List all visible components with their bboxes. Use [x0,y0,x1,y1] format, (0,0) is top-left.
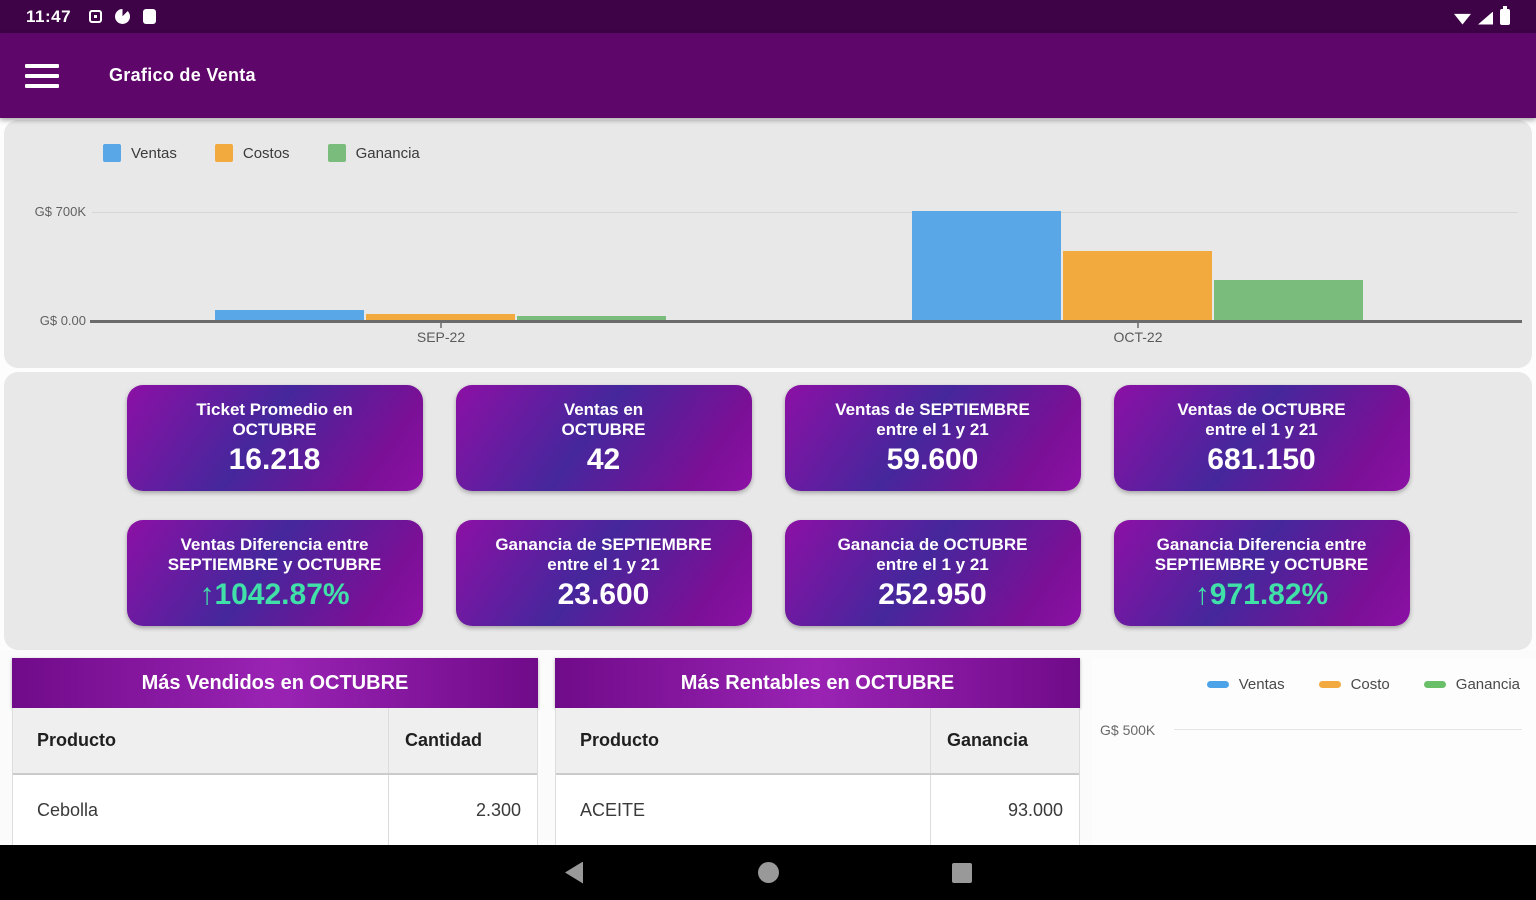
recents-button[interactable] [950,861,974,885]
card-ganancia-diferencia: Ganancia Diferencia entre SEPTIEMBRE y O… [1113,520,1410,626]
table-row: Cebolla 2.300 [13,775,537,845]
bar-costos-oct [1063,251,1212,320]
legend-item-ganancia: Ganancia [327,144,420,162]
table-title: Más Vendidos en OCTUBRE [12,658,538,708]
bar-costos-sep [366,314,515,320]
bar-ganancia-sep [517,316,666,320]
wifi-icon [1454,13,1471,25]
system-status-icons [1454,5,1510,25]
notification-circle-icon [115,9,131,24]
gridline-700k [92,212,1518,213]
kpi-cards-panel: Ticket Promedio en OCTUBRE 16.218 Ventas… [4,372,1532,650]
bar-ganancia-oct [1214,280,1363,320]
column-header-producto: Producto [556,708,931,773]
x-tick-oct [1137,323,1139,328]
up-arrow-icon: ↑ [1194,578,1210,612]
ventas-swatch-icon [103,144,121,162]
home-icon [757,862,779,883]
kpi-row-1: Ticket Promedio en OCTUBRE 16.218 Ventas… [4,385,1532,491]
recents-icon [952,862,972,883]
clock: 11:47 [26,6,72,26]
column-header-producto: Producto [13,708,389,773]
column-header-ganancia: Ganancia [947,730,1029,750]
kpi-row-2: Ventas Diferencia entre SEPTIEMBRE y OCT… [4,520,1532,626]
page-title: Grafico de Venta [109,65,256,85]
quantity-cell: 2.300 [475,799,521,820]
status-bar: 11:47 [0,0,1536,33]
legend-item-ventas: Ventas [1206,676,1285,693]
y-axis-zero-label: G$ 0.00 [39,313,86,328]
card-ventas-septiembre-1-21: Ventas de SEPTIEMBRE entre el 1 y 21 59.… [784,385,1081,491]
x-axis-line [90,320,1522,323]
bar-group-oct22 [912,211,1364,320]
mas-vendidos-table: Más Vendidos en OCTUBRE Producto Cantida… [12,658,538,845]
bottom-section: Más Vendidos en OCTUBRE Producto Cantida… [0,650,1536,845]
legend-item-costos: Costos [214,144,290,162]
card-ventas-diferencia: Ventas Diferencia entre SEPTIEMBRE y OCT… [126,520,423,626]
mas-rentables-table: Más Rentables en OCTUBRE Producto Gananc… [555,658,1080,845]
costo-line-icon [1318,681,1341,688]
product-cell: ACEITE [556,775,931,845]
costos-swatch-icon [214,144,233,162]
cell-signal-icon [1478,11,1493,25]
sales-bar-chart: Ventas Costos Ganancia G$ 700K G$ 0.00 S… [4,120,1532,368]
bar-group-sep22 [215,310,667,320]
bar-ventas-oct [912,211,1061,320]
card-ticket-promedio: Ticket Promedio en OCTUBRE 16.218 [126,385,423,491]
home-button[interactable] [756,861,780,885]
card-ganancia-octubre-1-21: Ganancia de OCTUBRE entre el 1 y 21 252.… [784,520,1081,626]
table-header-row: Producto Ganancia [556,708,1079,775]
profit-cell: 93.000 [1007,799,1063,820]
x-label-oct22: OCT-22 [1113,329,1163,345]
column-header-cantidad: Cantidad [405,730,483,750]
up-arrow-icon: ↑ [199,578,215,612]
notification-icons [89,9,157,24]
legend-item-ventas: Ventas [103,144,177,162]
card-ganancia-septiembre-1-21: Ganancia de SEPTIEMBRE entre el 1 y 21 2… [455,520,752,626]
card-ventas-octubre: Ventas en OCTUBRE 42 [455,385,752,491]
back-button[interactable] [562,861,586,885]
card-ventas-octubre-1-21: Ventas de OCTUBRE entre el 1 y 21 681.15… [1113,385,1410,491]
legend-item-ganancia: Ganancia [1423,676,1520,693]
x-label-sep22: SEP-22 [416,329,466,345]
battery-icon [1500,5,1510,25]
legend-item-costo: Costo [1318,676,1390,693]
bar-ventas-sep [215,310,364,320]
notification-app-icon [143,9,157,24]
gridline-500k [1174,729,1522,730]
y-axis-max-label: G$ 700K [34,204,86,219]
table-header-row: Producto Cantidad [13,708,537,775]
ganancia-swatch-icon [327,144,346,162]
android-nav-bar [0,845,1536,900]
monthly-line-chart: Ventas Costo Ganancia G$ 500K [1092,658,1536,845]
app-bar: Grafico de Venta [0,33,1536,118]
table-row: ACEITE 93.000 [556,775,1079,845]
x-tick-sep [440,323,442,328]
notification-square-icon [89,10,103,23]
table-title: Más Rentables en OCTUBRE [555,658,1080,708]
y-axis-label-500k: G$ 500K [1100,722,1156,738]
back-icon [565,861,583,884]
menu-icon[interactable] [25,63,59,88]
ganancia-line-icon [1423,681,1446,688]
line-chart-legend: Ventas Costo Ganancia [1206,676,1520,693]
product-cell: Cebolla [13,775,389,845]
ventas-line-icon [1206,681,1229,688]
chart-legend: Ventas Costos Ganancia [103,144,420,162]
